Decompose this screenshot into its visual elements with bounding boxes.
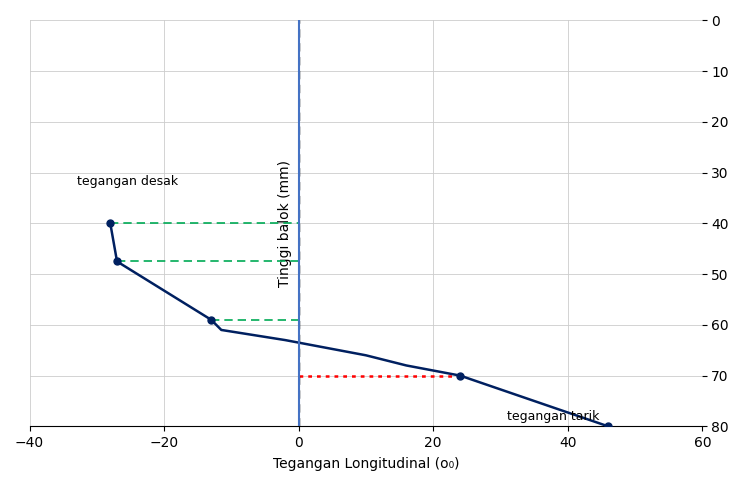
Y-axis label: Tinggi balok (mm): Tinggi balok (mm) [278,160,292,287]
Text: tegangan tarik: tegangan tarik [507,410,600,423]
X-axis label: Tegangan Longitudinal (o₀): Tegangan Longitudinal (o₀) [273,457,459,471]
Text: tegangan desak: tegangan desak [77,175,178,188]
